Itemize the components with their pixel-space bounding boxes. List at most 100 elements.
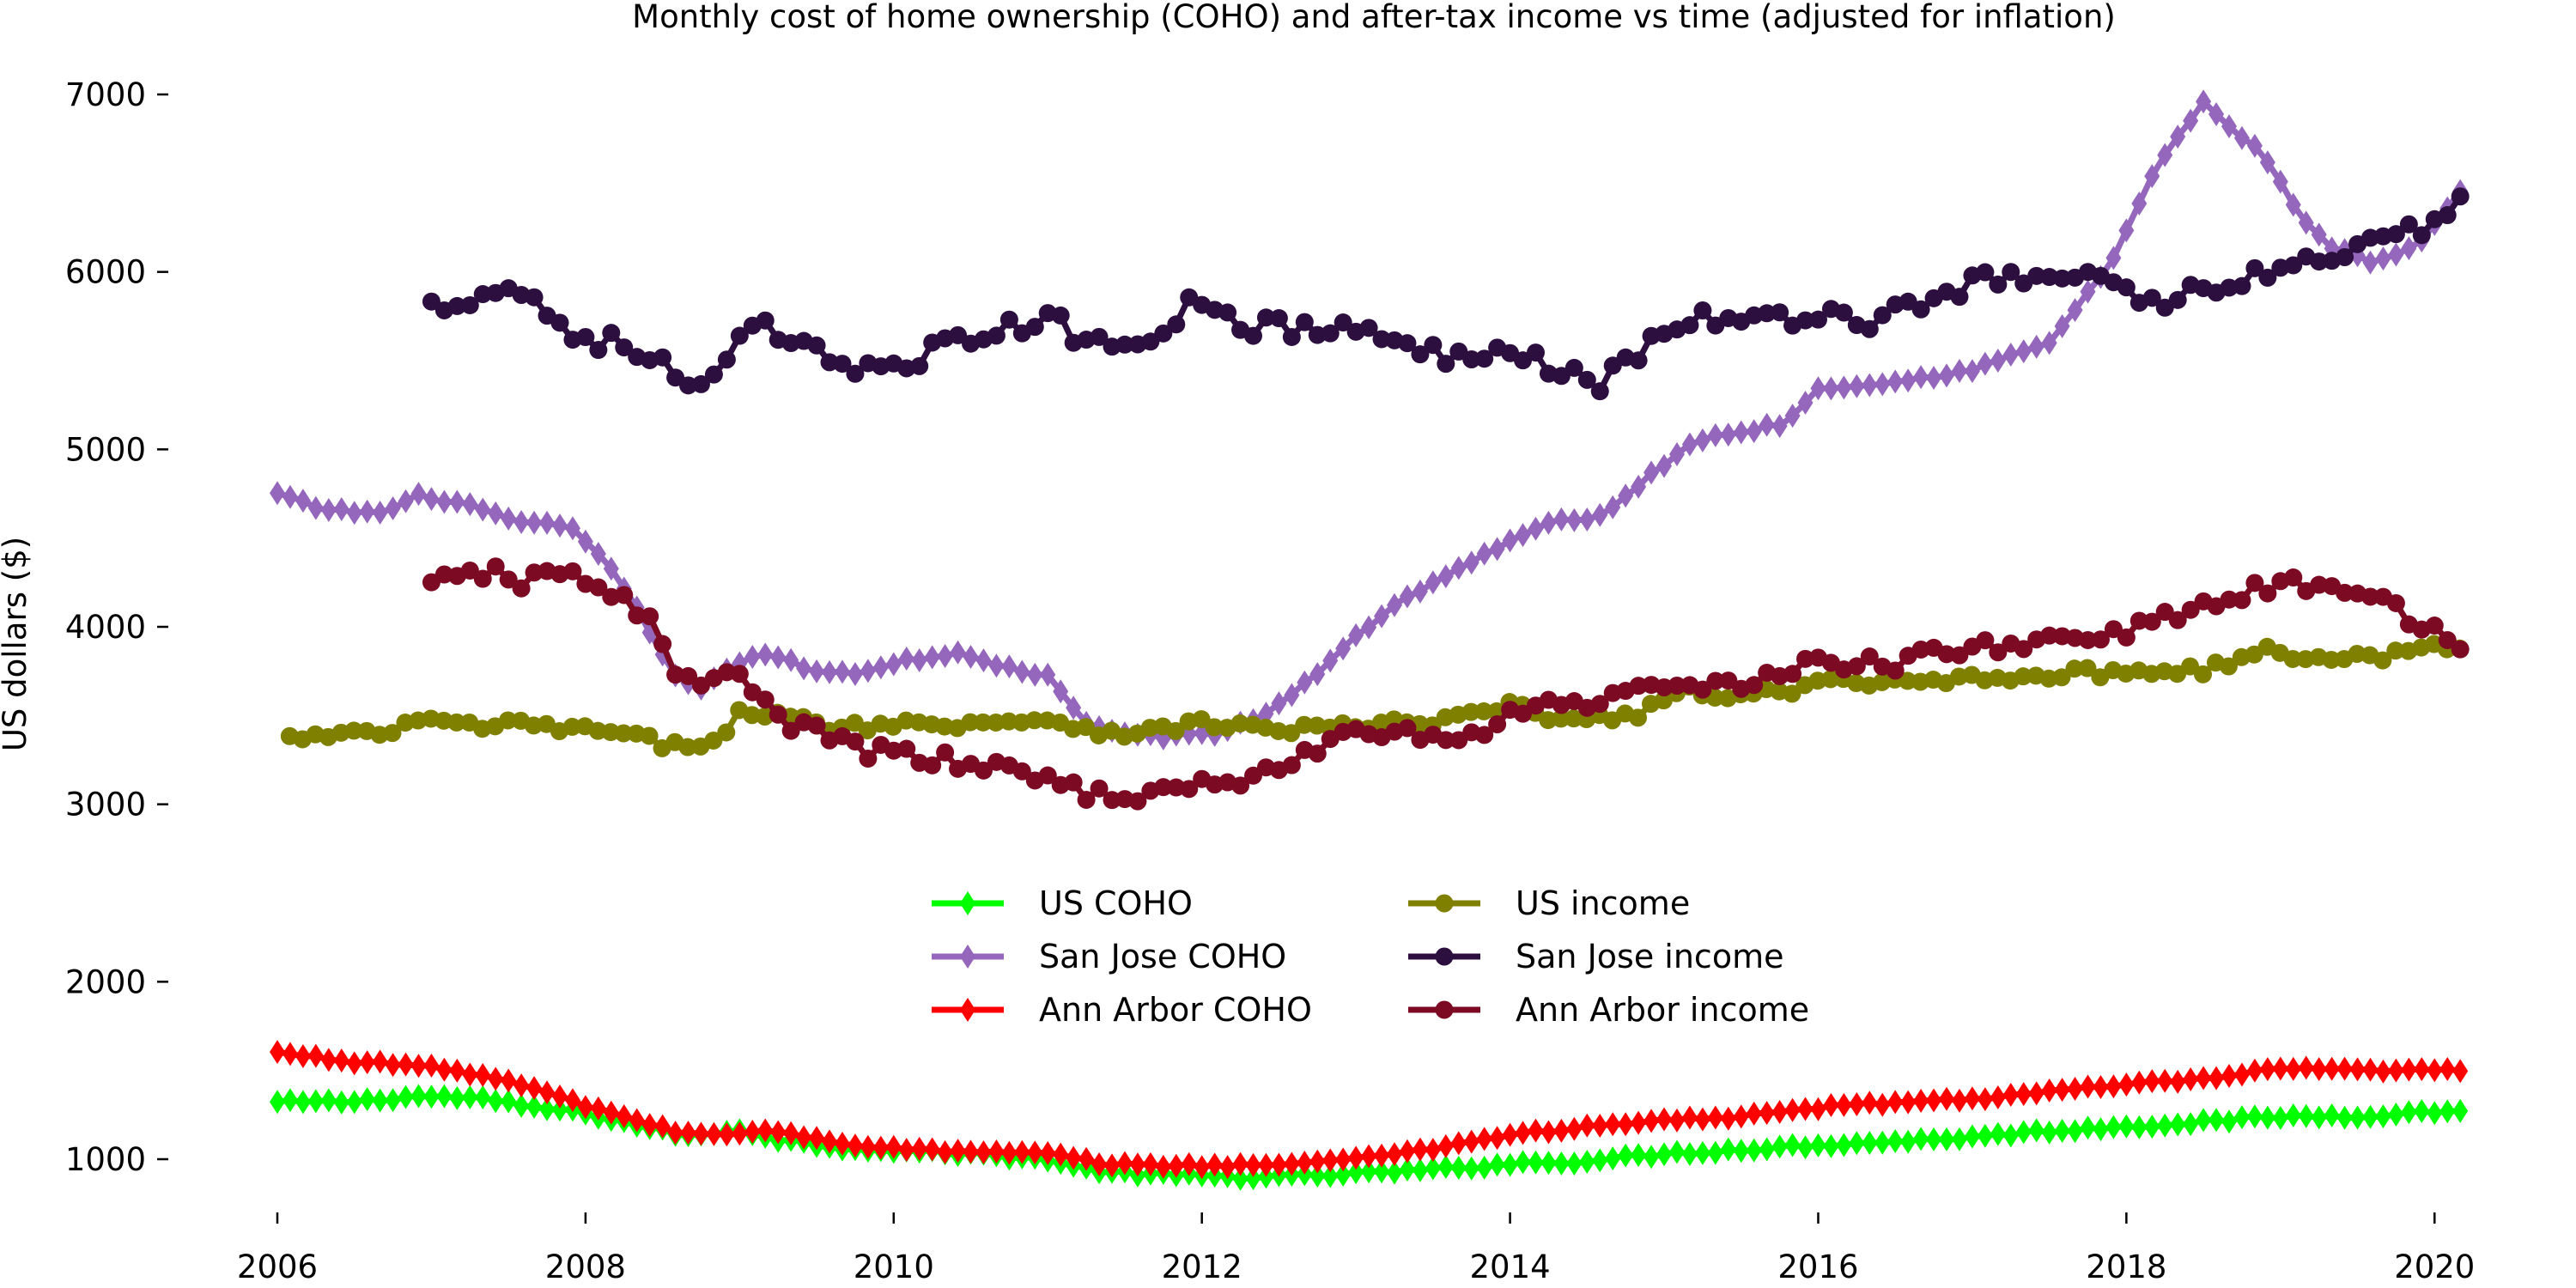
point-san-jose-coho-150 — [2196, 89, 2212, 114]
point-us-income-140 — [2078, 659, 2097, 677]
legend-label-san-jose-coho: San Jose COHO — [1039, 938, 1286, 975]
point-san-jose-income-73 — [1359, 319, 1378, 337]
point-ann-arbor-coho-46 — [860, 1134, 876, 1159]
point-san-jose-coho-25 — [590, 541, 606, 566]
point-ann-arbor-coho-32 — [680, 1121, 696, 1145]
point-san-jose-coho-85 — [1361, 615, 1377, 640]
x-tick-label-2016: 2016 — [1777, 1249, 1858, 1285]
point-san-jose-income-141 — [2233, 276, 2251, 295]
point-us-coho-129 — [1926, 1127, 1942, 1151]
point-ann-arbor-coho-79 — [1284, 1151, 1300, 1176]
point-san-jose-income-65 — [1256, 308, 1275, 327]
point-us-income-135 — [2014, 667, 2032, 686]
point-san-jose-coho-154 — [2246, 133, 2263, 158]
point-san-jose-coho-166 — [2401, 236, 2417, 261]
point-ann-arbor-coho-73 — [1206, 1152, 1223, 1177]
point-san-jose-income-0 — [422, 292, 440, 311]
point-ann-arbor-coho-7 — [359, 1050, 375, 1075]
point-san-jose-coho-126 — [1887, 369, 1904, 394]
point-us-coho-100 — [1553, 1151, 1570, 1176]
point-ann-arbor-coho-15 — [462, 1062, 478, 1087]
point-san-jose-coho-91 — [1437, 564, 1454, 589]
point-us-coho-76 — [1245, 1166, 1261, 1191]
point-san-jose-coho-42 — [809, 659, 825, 683]
point-ann-arbor-income-151 — [2361, 587, 2380, 606]
point-us-coho-137 — [2028, 1118, 2044, 1143]
point-san-jose-coho-61 — [1053, 679, 1069, 704]
point-san-jose-coho-129 — [1926, 365, 1942, 390]
point-san-jose-income-26 — [756, 311, 775, 330]
point-san-jose-income-145 — [2284, 256, 2303, 275]
point-us-income-93 — [1474, 702, 1493, 720]
point-san-jose-income-99 — [1693, 301, 1712, 320]
point-san-jose-coho-15 — [462, 492, 478, 517]
point-san-jose-coho-144 — [2118, 218, 2135, 243]
point-us-income-79 — [1295, 715, 1314, 734]
point-us-coho-106 — [1631, 1143, 1647, 1168]
point-san-jose-income-98 — [1680, 316, 1699, 335]
point-san-jose-coho-8 — [372, 501, 388, 526]
point-ann-arbor-income-121 — [1976, 631, 1995, 650]
point-san-jose-income-23 — [717, 350, 736, 369]
point-san-jose-income-123 — [2002, 263, 2020, 282]
point-ann-arbor-coho-126 — [1887, 1090, 1904, 1115]
point-ann-arbor-income-46 — [1012, 762, 1031, 781]
point-san-jose-coho-9 — [385, 496, 401, 521]
point-us-coho-14 — [449, 1085, 465, 1110]
point-us-coho-155 — [2259, 1105, 2275, 1130]
legend-entry-san-jose-coho: San Jose COHO — [932, 938, 1286, 975]
point-us-coho-169 — [2439, 1099, 2456, 1124]
point-ann-arbor-income-59 — [1180, 780, 1199, 799]
point-ann-arbor-income-28 — [781, 721, 800, 740]
point-ann-arbor-income-18 — [653, 635, 672, 653]
point-san-jose-coho-60 — [1040, 662, 1056, 687]
point-ann-arbor-coho-45 — [847, 1133, 863, 1158]
legend-swatch-marker-san-jose-coho — [960, 945, 975, 969]
point-ann-arbor-coho-168 — [2427, 1058, 2443, 1083]
point-us-coho-113 — [1720, 1137, 1736, 1162]
point-san-jose-coho-121 — [1823, 376, 1839, 401]
point-san-jose-coho-132 — [1964, 359, 1980, 384]
point-us-income-53 — [961, 713, 980, 732]
point-ann-arbor-coho-106 — [1631, 1110, 1647, 1135]
point-us-income-31 — [678, 738, 697, 756]
point-ann-arbor-income-145 — [2284, 568, 2303, 587]
point-san-jose-income-92 — [1603, 356, 1622, 375]
point-ann-arbor-coho-154 — [2246, 1058, 2263, 1083]
point-ann-arbor-coho-161 — [2336, 1056, 2353, 1081]
point-san-jose-income-15 — [615, 338, 634, 357]
point-us-coho-158 — [2298, 1103, 2314, 1128]
point-ann-arbor-coho-109 — [1668, 1108, 1685, 1133]
point-san-jose-income-30 — [807, 336, 826, 355]
point-ann-arbor-coho-166 — [2401, 1057, 2417, 1082]
point-us-coho-123 — [1849, 1131, 1865, 1156]
point-us-coho-145 — [2131, 1115, 2148, 1139]
point-ann-arbor-coho-94 — [1476, 1127, 1492, 1151]
point-ann-arbor-coho-54 — [963, 1139, 979, 1164]
point-us-income-149 — [2194, 665, 2213, 683]
point-san-jose-income-68 — [1295, 313, 1314, 331]
point-san-jose-coho-82 — [1322, 648, 1339, 673]
point-ann-arbor-income-124 — [2014, 640, 2033, 659]
point-ann-arbor-coho-64 — [1091, 1152, 1108, 1177]
point-ann-arbor-coho-139 — [2054, 1078, 2070, 1103]
x-tick-label-2020: 2020 — [2394, 1249, 2475, 1285]
point-ann-arbor-coho-155 — [2259, 1057, 2275, 1082]
point-san-jose-income-41 — [949, 325, 968, 344]
point-us-coho-140 — [2067, 1119, 2083, 1144]
point-ann-arbor-income-156 — [2425, 617, 2444, 635]
point-ann-arbor-coho-159 — [2311, 1057, 2327, 1082]
point-ann-arbor-coho-128 — [1913, 1089, 1929, 1114]
point-san-jose-income-47 — [1025, 318, 1044, 337]
point-ann-arbor-coho-135 — [2002, 1083, 2019, 1108]
point-san-jose-coho-102 — [1579, 507, 1595, 532]
series-line-ann-arbor-income — [429, 563, 2463, 805]
point-ann-arbor-coho-27 — [616, 1104, 632, 1129]
point-us-coho-121 — [1823, 1133, 1839, 1158]
point-san-jose-coho-137 — [2028, 334, 2044, 359]
point-san-jose-income-49 — [1051, 306, 1070, 325]
point-us-coho-119 — [1797, 1135, 1814, 1160]
point-san-jose-coho-159 — [2311, 222, 2327, 247]
point-san-jose-coho-128 — [1913, 365, 1929, 390]
point-san-jose-income-142 — [2245, 258, 2264, 277]
